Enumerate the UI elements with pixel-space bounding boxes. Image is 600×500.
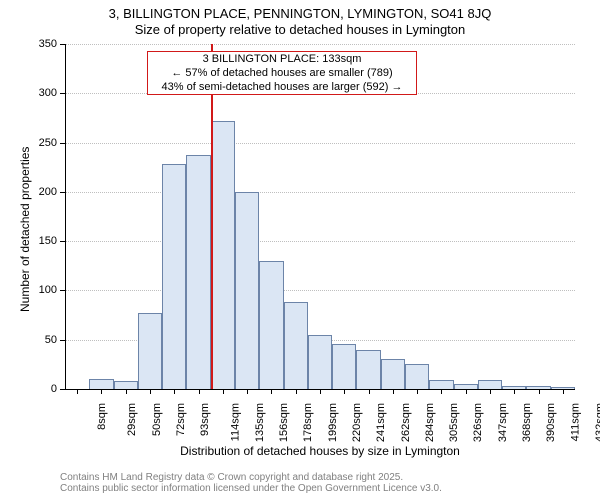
histogram-bar — [381, 359, 405, 389]
histogram-bar — [284, 302, 308, 389]
x-tick-label: 50sqm — [151, 403, 163, 436]
credits-text: Contains HM Land Registry data © Crown c… — [60, 472, 442, 494]
gridline — [65, 192, 575, 193]
y-tick-label: 300 — [31, 87, 57, 99]
histogram-bar — [259, 261, 283, 389]
y-tick-label: 200 — [31, 186, 57, 198]
y-tick-label: 250 — [31, 137, 57, 149]
histogram-bar — [356, 350, 380, 389]
x-tick-label: 72sqm — [175, 403, 187, 436]
gridline — [65, 143, 575, 144]
histogram-bar — [186, 155, 210, 389]
x-tick-label: 8sqm — [96, 403, 108, 430]
chart-titles: 3, BILLINGTON PLACE, PENNINGTON, LYMINGT… — [0, 0, 600, 39]
histogram-bar — [235, 192, 259, 389]
x-tick-label: 390sqm — [545, 403, 557, 442]
x-tick-label: 411sqm — [569, 403, 581, 441]
x-tick-label: 199sqm — [327, 403, 339, 442]
histogram-bar — [211, 121, 235, 389]
x-tick-label: 284sqm — [424, 403, 436, 442]
y-tick-label: 50 — [31, 334, 57, 346]
histogram-bar — [429, 380, 453, 389]
x-tick-label: 326sqm — [473, 403, 485, 442]
gridline — [65, 290, 575, 291]
x-tick-label: 432sqm — [594, 403, 600, 442]
x-tick-label: 305sqm — [448, 403, 460, 442]
x-tick-label: 178sqm — [303, 403, 315, 442]
histogram-bar — [162, 164, 186, 389]
x-tick-label: 135sqm — [254, 403, 266, 442]
reference-line — [211, 44, 213, 389]
x-tick-label: 114sqm — [229, 403, 241, 441]
x-axis-line — [65, 389, 575, 390]
gridline — [65, 44, 575, 45]
x-tick-label: 220sqm — [351, 403, 363, 442]
x-tick-label: 29sqm — [126, 403, 138, 436]
title-line1: 3, BILLINGTON PLACE, PENNINGTON, LYMINGT… — [0, 6, 600, 22]
y-tick-label: 150 — [31, 235, 57, 247]
x-tick-label: 241sqm — [375, 403, 387, 442]
annotation-line: 43% of semi-detached houses are larger (… — [152, 81, 412, 95]
y-axis-title: Number of detached properties — [18, 146, 32, 311]
y-tick-label: 350 — [31, 38, 57, 50]
histogram-bar — [332, 344, 356, 389]
plot-area: 3 BILLINGTON PLACE: 133sqm← 57% of detac… — [65, 44, 575, 389]
title-line2: Size of property relative to detached ho… — [0, 22, 600, 38]
gridline — [65, 241, 575, 242]
histogram-bar — [308, 335, 332, 389]
x-tick-label: 156sqm — [278, 403, 290, 442]
annotation-line: 3 BILLINGTON PLACE: 133sqm — [152, 53, 412, 67]
x-tick-label: 347sqm — [497, 403, 509, 442]
y-axis-line — [65, 44, 66, 389]
y-tick-label: 100 — [31, 284, 57, 296]
histogram-bar — [405, 364, 429, 389]
histogram-bar — [478, 380, 502, 389]
histogram-bar — [89, 379, 113, 389]
histogram-bar — [138, 313, 162, 389]
y-tick-label: 0 — [31, 383, 57, 395]
x-axis-title: Distribution of detached houses by size … — [65, 444, 575, 458]
x-tick-label: 368sqm — [521, 403, 533, 442]
x-tick-label: 93sqm — [199, 403, 211, 436]
annotation-line: ← 57% of detached houses are smaller (78… — [152, 67, 412, 81]
histogram-bar — [114, 381, 138, 389]
x-tick-label: 262sqm — [400, 403, 412, 442]
annotation-box: 3 BILLINGTON PLACE: 133sqm← 57% of detac… — [147, 51, 417, 95]
